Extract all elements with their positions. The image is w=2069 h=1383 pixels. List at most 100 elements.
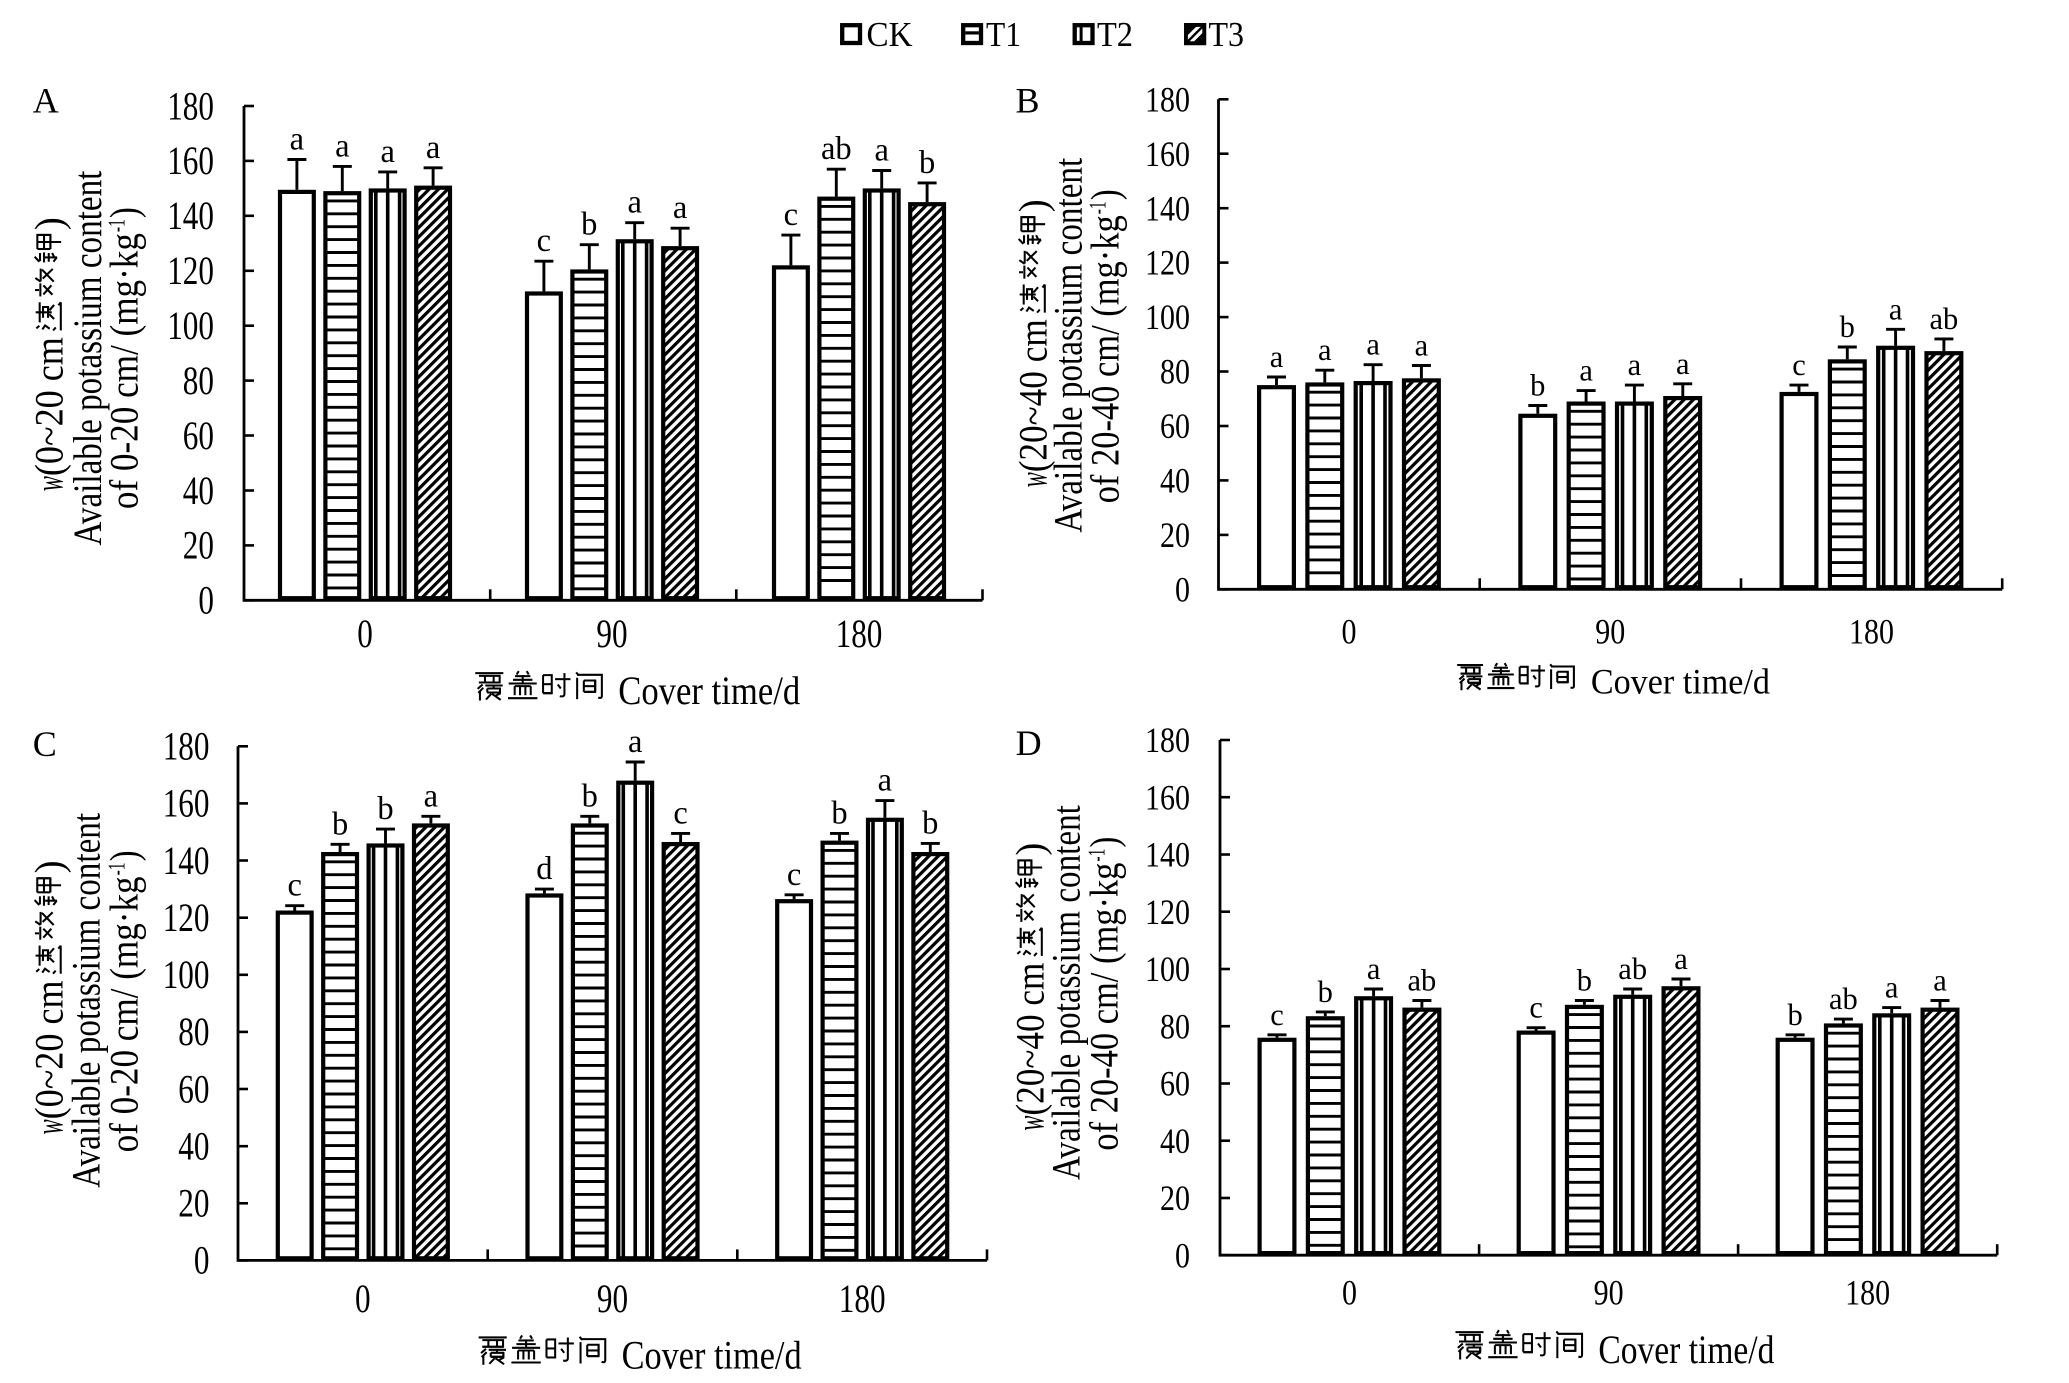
svg-text:a: a [426,130,440,166]
svg-text:(0~20 cm: (0~20 cm [26,980,71,1119]
svg-text:a: a [874,133,888,169]
svg-text:a: a [1367,952,1381,986]
svg-text:0: 0 [194,1238,210,1283]
svg-text:b: b [1530,369,1545,403]
svg-text:b: b [1840,310,1855,344]
svg-text:80: 80 [1160,1006,1190,1046]
svg-text:): ) [102,207,147,218]
svg-text:a: a [1415,329,1429,363]
svg-text:b: b [377,791,393,827]
svg-text:c: c [1792,348,1806,382]
svg-text:D: D [1016,723,1042,763]
svg-text:ab: ab [1408,964,1437,998]
svg-text:(20~40 cm: (20~40 cm [1011,319,1056,472]
svg-text:a: a [627,185,641,221]
svg-text:a: a [290,122,304,158]
svg-text:40: 40 [1160,1121,1190,1161]
svg-text:180: 180 [839,1276,886,1321]
svg-text:0: 0 [1342,1273,1357,1313]
svg-text:140: 140 [1145,188,1190,228]
svg-text:180: 180 [1849,612,1894,652]
svg-text:ab: ab [821,131,852,167]
svg-text:a: a [1579,354,1593,388]
svg-text:): ) [26,860,71,873]
svg-text:a: a [1628,348,1642,382]
svg-text:a: a [628,724,642,760]
svg-text:a: a [1270,340,1284,374]
svg-text:b: b [582,778,598,814]
svg-text:a: a [673,190,687,226]
svg-text:60: 60 [178,1066,209,1111]
svg-text:a: a [1366,328,1380,362]
svg-text:of 0-20 cm/ (mg·kg: of 0-20 cm/ (mg·kg [102,233,147,509]
svg-text:120: 120 [167,248,214,293]
svg-text:Cover time/d: Cover time/d [1598,1327,1774,1372]
svg-text:160: 160 [167,138,214,183]
svg-text:a: a [335,128,349,164]
svg-text:): ) [102,850,147,861]
svg-text:140: 140 [163,838,210,883]
svg-text:CK: CK [867,15,913,54]
svg-text:c: c [673,795,687,831]
svg-text:-1: -1 [1085,849,1111,862]
svg-text:): ) [27,217,72,230]
svg-text:120: 120 [163,895,210,940]
svg-text:100: 100 [1145,297,1190,337]
svg-text:40: 40 [178,1124,209,1169]
svg-text:180: 180 [1145,720,1190,760]
svg-text:w: w [1008,1115,1053,1130]
svg-text:80: 80 [183,358,214,403]
svg-text:90: 90 [596,611,627,656]
svg-text:): ) [1011,199,1056,212]
svg-text:40: 40 [183,468,214,513]
svg-text:180: 180 [163,724,210,769]
svg-text:140: 140 [167,193,214,238]
svg-text:of 20-40 cm/ (mg·kg: of 20-40 cm/ (mg·kg [1083,215,1128,503]
svg-text:c: c [1270,998,1284,1032]
svg-text:B: B [1015,80,1039,120]
svg-text:20: 20 [1160,1178,1190,1218]
svg-text:160: 160 [1145,777,1190,817]
svg-text:80: 80 [1160,352,1190,392]
svg-text:a: a [1933,964,1947,998]
svg-text:(0~20 cm: (0~20 cm [27,337,72,476]
svg-text:w: w [26,1119,71,1134]
svg-text:-1: -1 [105,862,131,875]
svg-text:-1: -1 [105,219,131,232]
svg-text:0: 0 [357,611,373,656]
svg-text:90: 90 [597,1276,628,1321]
svg-text:60: 60 [183,413,214,458]
svg-text:): ) [1083,189,1128,200]
svg-text:Cover time/d: Cover time/d [1591,662,1770,702]
svg-text:Available potassium content: Available potassium content [1046,158,1091,533]
svg-text:60: 60 [1160,406,1190,446]
svg-text:T1: T1 [986,15,1021,54]
svg-text:90: 90 [1595,612,1625,652]
svg-text:c: c [784,197,798,233]
svg-text:b: b [922,805,938,841]
svg-text:b: b [332,806,348,842]
svg-text:b: b [1787,998,1802,1032]
svg-text:Cover time/d: Cover time/d [622,1332,802,1377]
svg-text:w: w [27,476,72,491]
svg-text:w: w [1011,472,1056,487]
svg-text:0: 0 [355,1276,371,1321]
svg-text:160: 160 [1145,134,1190,174]
svg-text:a: a [1889,292,1903,326]
svg-text:-1: -1 [1086,201,1112,214]
svg-text:0: 0 [1342,612,1357,652]
svg-text:a: a [1318,333,1332,367]
svg-text:ab: ab [1930,302,1959,336]
svg-text:b: b [919,145,935,181]
svg-text:c: c [787,857,801,893]
svg-text:60: 60 [1160,1064,1190,1104]
svg-text:160: 160 [163,781,210,826]
svg-text:140: 140 [1145,835,1190,875]
svg-text:20: 20 [178,1181,209,1226]
svg-text:d: d [536,851,552,887]
svg-text:): ) [1008,843,1053,856]
svg-text:a: a [424,778,438,814]
svg-text:100: 100 [1145,949,1190,989]
svg-text:b: b [581,207,597,243]
svg-text:Available potassium content: Available potassium content [65,171,110,546]
